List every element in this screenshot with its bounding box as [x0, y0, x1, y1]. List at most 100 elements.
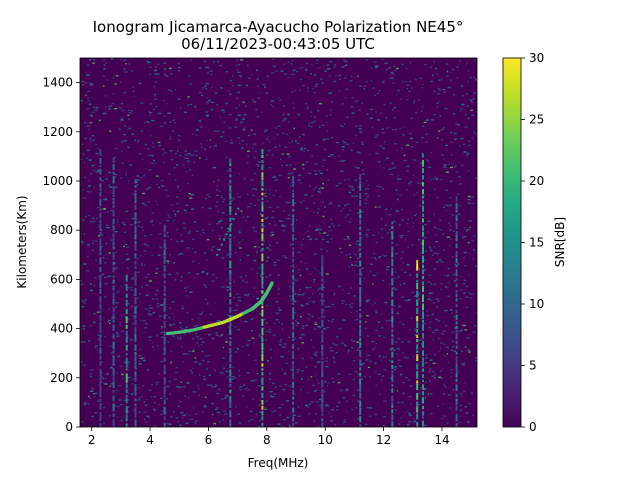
- noise-pixel: [237, 137, 241, 139]
- noise-pixel: [89, 84, 93, 86]
- noise-pixel: [286, 133, 288, 136]
- noise-pixel: [343, 204, 347, 207]
- noise-pixel: [269, 274, 272, 276]
- noise-pixel: [321, 200, 324, 203]
- echo-line-segment: [261, 228, 264, 233]
- noise-pixel: [338, 74, 341, 77]
- echo-line-segment: [125, 353, 128, 356]
- noise-pixel: [310, 376, 313, 378]
- noise-pixel: [110, 239, 113, 241]
- noise-pixel: [332, 356, 335, 359]
- x-axis-ticks: 2 4 6 8 10 12 14: [88, 427, 450, 447]
- noise-pixel: [251, 129, 253, 131]
- noise-pixel: [455, 123, 459, 125]
- echo-line-segment: [261, 350, 264, 354]
- noise-pixel: [433, 213, 435, 216]
- noise-pixel: [131, 383, 134, 385]
- noise-pixel: [311, 64, 313, 66]
- noise-pixel: [258, 333, 260, 335]
- echo-line-segment: [391, 299, 394, 306]
- noise-pixel: [292, 279, 295, 281]
- echo-line-segment: [416, 370, 419, 379]
- noise-pixel: [221, 257, 225, 259]
- noise-pixel: [417, 182, 421, 184]
- noise-pixel: [313, 353, 317, 355]
- noise-pixel: [255, 379, 257, 381]
- noise-pixel: [265, 138, 269, 140]
- noise-pixel: [114, 262, 117, 264]
- noise-pixel: [132, 322, 134, 325]
- noise-pixel: [268, 206, 272, 208]
- noise-pixel: [211, 280, 215, 282]
- echo-line-segment: [261, 405, 264, 410]
- noise-pixel: [411, 217, 413, 220]
- noise-pixel: [149, 73, 152, 76]
- noise-pixel: [264, 86, 266, 88]
- echo-line-segment: [455, 333, 458, 340]
- noise-pixel: [151, 120, 155, 122]
- echo-line-segment: [134, 253, 137, 259]
- noise-pixel: [127, 258, 130, 260]
- noise-pixel: [191, 154, 194, 156]
- noise-pixel: [343, 141, 347, 144]
- noise-pixel: [239, 386, 243, 388]
- noise-pixel: [475, 133, 477, 135]
- x-tick-label: 12: [376, 433, 391, 447]
- echo-line-segment: [422, 350, 424, 356]
- noise-pixel: [301, 333, 305, 336]
- noise-pixel: [208, 333, 211, 336]
- noise-pixel: [462, 364, 465, 366]
- noise-pixel: [458, 421, 461, 424]
- noise-pixel: [219, 238, 221, 240]
- echo-line-segment: [261, 243, 264, 246]
- echo-line-segment: [292, 214, 295, 218]
- noise-pixel: [163, 73, 166, 75]
- noise-pixel: [144, 264, 146, 267]
- noise-pixel: [316, 228, 320, 230]
- noise-pixel: [356, 349, 360, 351]
- noise-pixel: [154, 402, 157, 404]
- noise-pixel: [414, 333, 417, 336]
- noise-pixel: [86, 125, 90, 127]
- noise-pixel: [450, 371, 452, 374]
- noise-pixel: [383, 188, 385, 190]
- noise-pixel: [430, 151, 433, 154]
- noise-pixel: [238, 422, 242, 424]
- noise-pixel: [219, 372, 223, 374]
- noise-pixel: [191, 318, 194, 321]
- noise-pixel: [89, 221, 92, 223]
- noise-pixel: [400, 284, 402, 286]
- noise-pixel: [167, 195, 170, 198]
- noise-pixel: [176, 196, 179, 198]
- noise-pixel: [308, 172, 312, 175]
- noise-pixel: [123, 68, 126, 70]
- noise-pixel: [241, 140, 245, 142]
- noise-pixel: [220, 117, 221, 119]
- noise-pixel: [88, 159, 92, 161]
- echo-line-segment: [261, 285, 264, 289]
- noise-pixel: [453, 316, 457, 318]
- noise-pixel: [228, 385, 230, 387]
- noise-pixel: [228, 113, 232, 116]
- noise-pixel: [468, 76, 472, 79]
- noise-pixel: [143, 331, 145, 334]
- noise-pixel: [222, 201, 224, 203]
- noise-pixel: [184, 154, 188, 156]
- noise-pixel: [301, 134, 305, 136]
- noise-pixel: [169, 138, 172, 140]
- noise-pixel: [319, 224, 321, 226]
- echo-line-segment: [134, 419, 137, 427]
- noise-pixel: [121, 109, 125, 112]
- noise-pixel: [169, 307, 172, 310]
- noise-pixel: [466, 105, 470, 107]
- noise-pixel: [419, 403, 421, 406]
- noise-pixel: [159, 245, 161, 247]
- noise-pixel: [235, 304, 239, 306]
- noise-pixel: [87, 74, 90, 76]
- noise-pixel: [137, 141, 140, 143]
- echo-line-segment: [99, 198, 102, 207]
- noise-pixel: [202, 359, 205, 362]
- noise-pixel: [269, 391, 273, 393]
- echo-line-segment: [163, 390, 166, 394]
- noise-pixel: [195, 129, 199, 131]
